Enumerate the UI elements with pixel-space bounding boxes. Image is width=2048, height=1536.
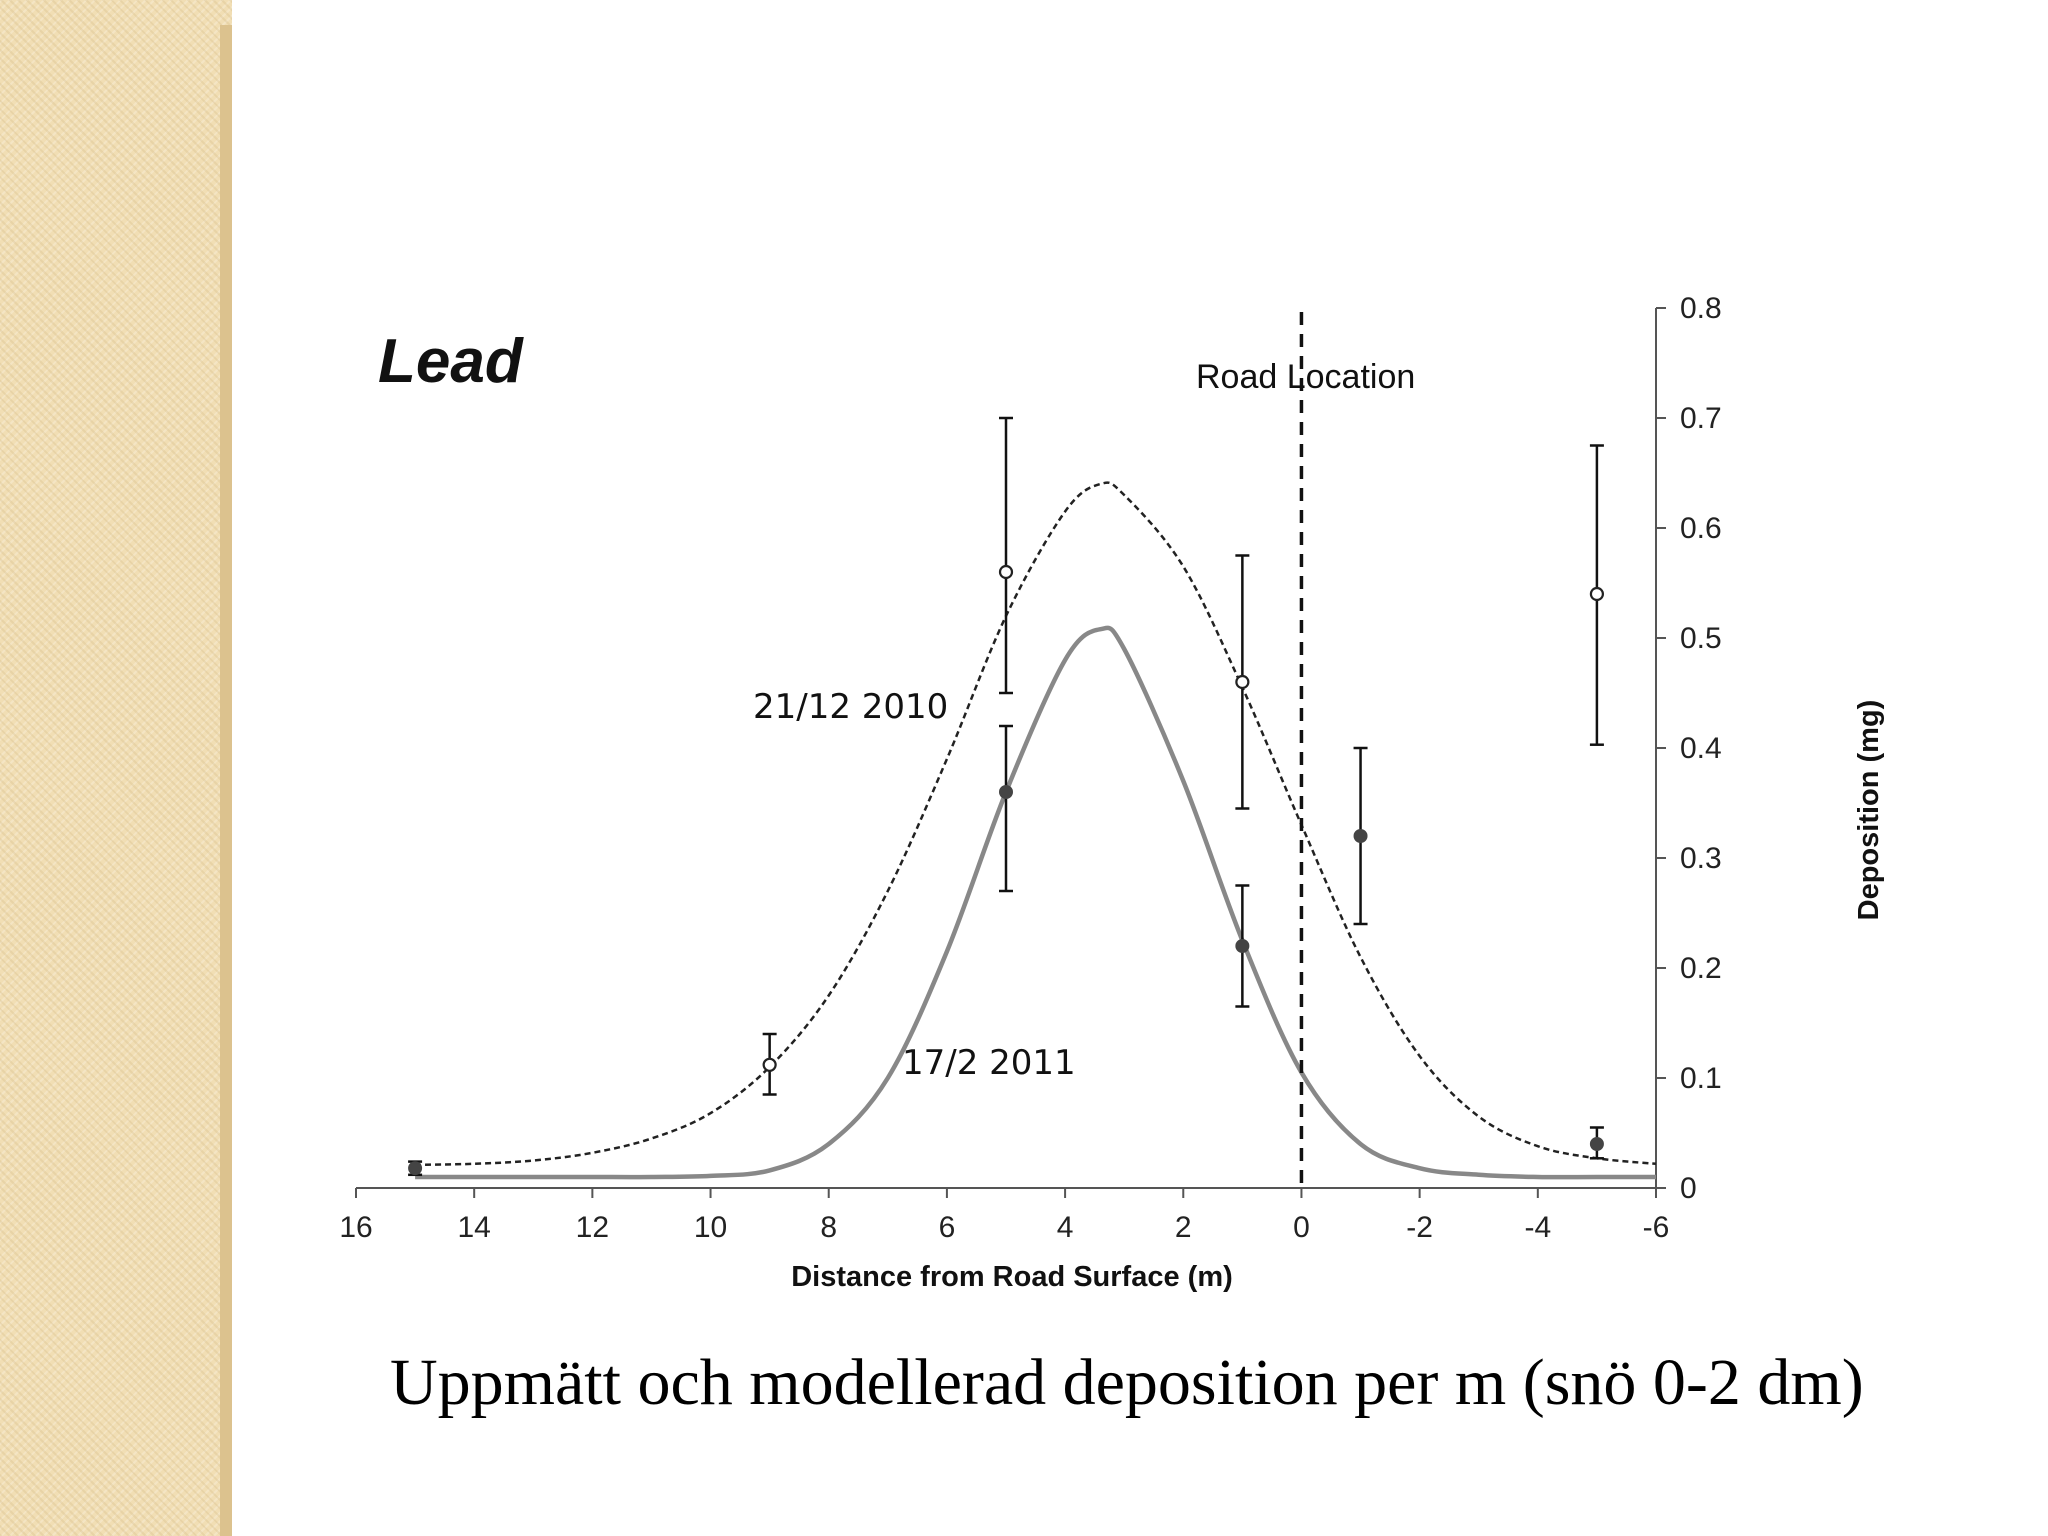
data-point-series-2: [1353, 829, 1368, 843]
decorative-sidebar: [0, 0, 232, 1536]
y-tick-label: 0.4: [1680, 732, 1722, 765]
x-axis-ticks: 16 14 12 10 8 6 4 2 0 -2 -4 -6: [339, 1188, 1669, 1244]
data-point-series-1: [1235, 674, 1250, 690]
x-tick-label: -2: [1406, 1211, 1433, 1244]
y-tick-label: 0.2: [1680, 952, 1722, 985]
model-curve-2: [415, 625, 1656, 1180]
x-tick-label: 6: [939, 1211, 956, 1244]
y-axis-ticks: 0 0.1 0.2 0.3 0.4 0.5 0.6 0.7 0.8: [1656, 292, 1722, 1205]
y-tick-label: 0.5: [1680, 622, 1722, 655]
x-tick-label: 16: [339, 1211, 372, 1244]
x-tick-label: 0: [1293, 1211, 1310, 1244]
x-tick-label: 4: [1057, 1211, 1074, 1244]
y-tick-label: 0.1: [1680, 1062, 1722, 1095]
x-axis-label: Distance from Road Surface (m): [791, 1261, 1233, 1293]
x-tick-label: 12: [576, 1211, 609, 1244]
x-tick-label: -6: [1643, 1211, 1670, 1244]
x-tick-label: 8: [820, 1211, 837, 1244]
data-points: [408, 564, 1605, 1176]
model-curve-1: [415, 481, 1657, 1167]
data-point-series-2: [1589, 1137, 1604, 1151]
data-point-series-1: [1589, 586, 1605, 602]
data-point-series-2: [999, 785, 1013, 799]
y-axis-label: Deposition (mg): [1853, 700, 1885, 921]
y-tick-label: 0.3: [1680, 842, 1722, 875]
y-tick-label: 0.7: [1680, 402, 1722, 435]
x-tick-label: 10: [694, 1211, 727, 1244]
x-tick-label: 2: [1175, 1211, 1192, 1244]
data-point-series-2: [1235, 939, 1250, 953]
road-location-label: Road Location: [1196, 358, 1415, 396]
y-tick-label: 0: [1680, 1172, 1697, 1205]
series-label-21-12-2010: 21/12 2010: [753, 687, 948, 727]
slide-caption: Uppmätt och modellerad deposition per m …: [390, 1346, 1864, 1419]
series-label-17-2-2011: 17/2 2011: [902, 1043, 1076, 1083]
sidebar-edge-stripe: [220, 25, 232, 1536]
y-tick-label: 0.6: [1680, 512, 1722, 545]
x-tick-label: 14: [457, 1211, 490, 1244]
data-point-series-1: [998, 564, 1014, 580]
data-point-series-1: [762, 1057, 777, 1072]
y-tick-label: 0.8: [1680, 292, 1722, 325]
model-curves: [415, 481, 1657, 1180]
chart-title: Lead: [378, 327, 524, 396]
data-point-series-2: [408, 1161, 423, 1176]
x-tick-label: -4: [1524, 1211, 1551, 1244]
